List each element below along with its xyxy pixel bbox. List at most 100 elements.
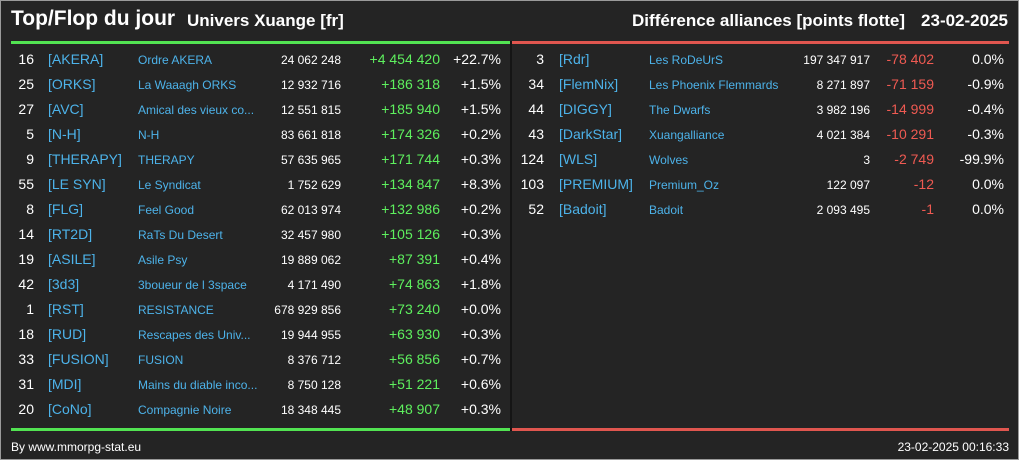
alliance-name-link[interactable]: Mains du diable inco... (138, 378, 258, 392)
flop-accent-bar (512, 41, 1009, 44)
alliance-pct: 0.0% (972, 51, 1004, 67)
alliance-name-link[interactable]: Ordre AKERA (138, 53, 213, 67)
alliance-name-link[interactable]: THERAPY (138, 153, 195, 167)
alliance-tag-link[interactable]: [Badoit] (559, 201, 607, 217)
alliance-row: 16 [AKERA] Ordre AKERA 24 062 248 +4 454 420… (11, 49, 510, 74)
alliance-name-link[interactable]: Le Syndicat (138, 178, 201, 192)
alliance-rank: 14 (18, 226, 34, 242)
alliance-rank: 55 (18, 176, 34, 192)
alliance-pct: +0.3% (460, 151, 501, 167)
alliance-points: 19 944 955 (280, 328, 341, 342)
alliance-name-link[interactable]: Asile Psy (138, 253, 188, 267)
alliance-tag-link[interactable]: [DIGGY] (559, 101, 612, 117)
column-divider (510, 41, 512, 431)
alliance-points: 83 661 818 (280, 128, 341, 142)
alliance-points: 2 093 495 (816, 203, 870, 217)
alliance-rank: 5 (26, 126, 34, 142)
alliance-pct: +0.0% (460, 301, 501, 317)
alliance-tag-link[interactable]: [FLG] (48, 201, 84, 217)
top-accent-bar-bottom (11, 428, 510, 431)
alliance-points: 12 932 716 (280, 78, 341, 92)
alliance-rank: 34 (528, 76, 544, 92)
alliance-tag-link[interactable]: [MDI] (48, 376, 82, 392)
alliance-row: 8 [FLG] Feel Good 62 013 974 +132 986 +0.2% (11, 199, 510, 224)
credit-link[interactable]: By www.mmorpg-stat.eu (11, 440, 142, 454)
alliance-tag-link[interactable]: [ASILE] (48, 251, 96, 267)
alliance-diff: +73 240 (389, 301, 440, 317)
alliance-diff: +186 318 (381, 76, 440, 92)
alliance-name-link[interactable]: Rescapes des Univ... (138, 328, 251, 342)
alliance-tag-link[interactable]: [DarkStar] (559, 126, 623, 142)
header: Top/Flop du jour Univers Xuange [fr] Dif… (1, 1, 1018, 37)
alliance-pct: +0.4% (460, 251, 501, 267)
alliance-tag-link[interactable]: [RT2D] (48, 226, 93, 242)
alliance-pct: +0.3% (460, 326, 501, 342)
alliance-points: 24 062 248 (280, 53, 341, 67)
alliance-diff: +56 856 (389, 351, 440, 367)
alliance-name-link[interactable]: Wolves (649, 153, 689, 167)
top-losers-list: 3 [Rdr] Les RoDeUrS 197 347 917 -78 402 0.0% 3… (512, 49, 1009, 224)
alliance-name-link[interactable]: Amical des vieux co... (138, 103, 255, 117)
alliance-pct: +0.7% (460, 351, 501, 367)
alliance-tag-link[interactable]: [N-H] (48, 126, 81, 142)
alliance-rank: 52 (528, 201, 544, 217)
alliance-name-link[interactable]: Compagnie Noire (138, 403, 232, 417)
alliance-tag-link[interactable]: [RST] (48, 301, 84, 317)
alliance-name-link[interactable]: 3boueur de l 3space (138, 278, 247, 292)
alliance-tag-link[interactable]: [AKERA] (48, 51, 104, 67)
alliance-pct: -0.9% (967, 76, 1004, 92)
alliance-diff: +171 744 (381, 151, 440, 167)
footer-timestamp: 23-02-2025 00:16:33 (897, 440, 1009, 454)
alliance-points: 122 097 (826, 178, 870, 192)
alliance-pct: -99.9% (959, 151, 1004, 167)
alliance-tag-link[interactable]: [ORKS] (48, 76, 96, 92)
alliance-pct: +0.6% (460, 376, 501, 392)
universe-label: Univers Xuange [fr] (187, 11, 344, 30)
alliance-points: 12 551 815 (280, 103, 341, 117)
page-title: Top/Flop du jour (11, 7, 176, 30)
alliance-name-link[interactable]: Badoit (649, 203, 684, 217)
alliance-name-link[interactable]: Xuangalliance (649, 128, 725, 142)
alliance-rank: 124 (520, 151, 544, 167)
alliance-pct: +22.7% (453, 51, 501, 67)
alliance-name-link[interactable]: Feel Good (138, 203, 195, 217)
alliance-tag-link[interactable]: [PREMIUM] (559, 176, 633, 192)
alliance-tag-link[interactable]: [WLS] (559, 151, 598, 167)
alliance-name-link[interactable]: The Dwarfs (649, 103, 711, 117)
top-losers-panel: 3 [Rdr] Les RoDeUrS 197 347 917 -78 402 0.0% 3… (512, 41, 1009, 431)
alliance-name-link[interactable]: Les RoDeUrS (649, 53, 724, 67)
alliance-pct: +8.3% (460, 176, 501, 192)
alliance-row: 31 [MDI] Mains du diable inco... 8 750 128 +… (11, 374, 510, 399)
alliance-name-link[interactable]: RaTs Du Desert (138, 228, 223, 242)
alliance-tag-link[interactable]: [FUSION] (48, 351, 109, 367)
alliance-rank: 9 (26, 151, 34, 167)
alliance-diff: -1 (921, 201, 934, 217)
alliance-points: 3 (863, 153, 870, 167)
alliance-rank: 20 (18, 401, 34, 417)
alliance-tag-link[interactable]: [RUD] (48, 326, 87, 342)
alliance-name-link[interactable]: La Waaagh ORKS (138, 78, 237, 92)
alliance-row: 20 [CoNo] Compagnie Noire 18 348 445 +48 907… (11, 399, 510, 424)
alliance-rank: 103 (520, 176, 544, 192)
alliance-row: 55 [LE SYN] Le Syndicat 1 752 629 +134 847 +8… (11, 174, 510, 199)
alliance-pct: +1.8% (460, 276, 501, 292)
alliance-tag-link[interactable]: [LE SYN] (48, 176, 106, 192)
alliance-points: 18 348 445 (280, 403, 341, 417)
alliance-name-link[interactable]: FUSION (138, 353, 184, 367)
alliance-tag-link[interactable]: [THERAPY] (48, 151, 122, 167)
alliance-tag-link[interactable]: [FlemNix] (559, 76, 619, 92)
alliance-pct: +1.5% (460, 101, 501, 117)
alliance-name-link[interactable]: N-H (138, 128, 160, 142)
alliance-diff: +63 930 (389, 326, 440, 342)
alliance-pct: +0.3% (460, 401, 501, 417)
top-gainers-list: 16 [AKERA] Ordre AKERA 24 062 248 +4 454 420… (11, 49, 510, 424)
alliance-name-link[interactable]: RESISTANCE (138, 303, 214, 317)
alliance-tag-link[interactable]: [AVC] (48, 101, 84, 117)
alliance-tag-link[interactable]: [CoNo] (48, 401, 92, 417)
alliance-tag-link[interactable]: [3d3] (48, 276, 80, 292)
alliance-rank: 27 (18, 101, 34, 117)
alliance-tag-link[interactable]: [Rdr] (559, 51, 590, 67)
alliance-name-link[interactable]: Les Phoenix Flemmards (649, 78, 779, 92)
alliance-rank: 18 (18, 326, 34, 342)
alliance-name-link[interactable]: Premium_Oz (649, 178, 720, 192)
